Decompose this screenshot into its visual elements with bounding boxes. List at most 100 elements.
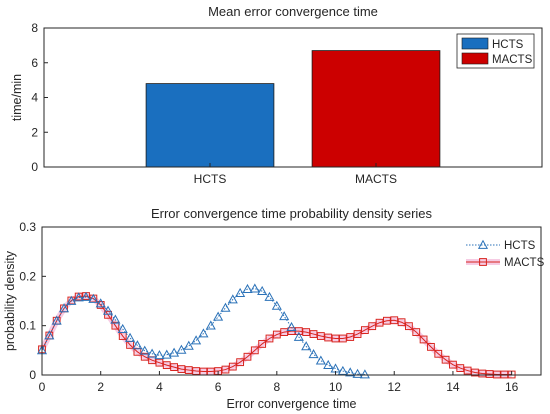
series-hcts-point bbox=[125, 332, 136, 342]
bar-y-tick-label: 8 bbox=[31, 21, 38, 35]
series-macts-point bbox=[280, 328, 289, 336]
series-hcts-point bbox=[95, 298, 106, 308]
bar-y-tick-label: 2 bbox=[31, 125, 38, 139]
series-hcts-point bbox=[213, 311, 224, 321]
series-hcts-point bbox=[73, 292, 84, 302]
line-x-tick-label: 12 bbox=[388, 380, 402, 394]
series-macts-point bbox=[309, 330, 318, 338]
line-x-tick-label: 8 bbox=[273, 380, 280, 394]
series-hcts-point bbox=[345, 367, 356, 377]
series-macts-point bbox=[390, 316, 399, 325]
line-y-tick-label: 0.2 bbox=[19, 269, 36, 283]
series-hcts-point bbox=[198, 328, 209, 338]
series-hcts-point bbox=[235, 287, 246, 297]
series-hcts-point bbox=[227, 294, 238, 304]
bar-chart-y-axis-label: time/min bbox=[10, 74, 24, 121]
series-macts-point bbox=[250, 346, 259, 355]
series-hcts-point bbox=[139, 345, 150, 355]
line-legend-label: MACTS bbox=[504, 257, 545, 269]
series-hcts-point bbox=[66, 295, 77, 305]
series-macts-point bbox=[434, 349, 443, 358]
series-hcts-point bbox=[154, 350, 165, 360]
bar-legend-swatch bbox=[461, 37, 489, 50]
line-chart-title: Error convergence time probability densi… bbox=[151, 206, 433, 221]
series-macts-point bbox=[221, 365, 230, 374]
series-hcts-point bbox=[315, 355, 326, 365]
series-hcts-point bbox=[271, 300, 282, 310]
line-x-tick-label: 14 bbox=[446, 380, 460, 394]
line-x-tick-label: 10 bbox=[329, 380, 343, 394]
line-chart-axes-frame bbox=[41, 226, 542, 376]
series-hcts-point bbox=[308, 349, 319, 359]
series-hcts-point bbox=[191, 335, 202, 345]
series-macts-point bbox=[353, 330, 362, 338]
line-x-tick-label: 4 bbox=[156, 380, 163, 394]
series-hcts-point bbox=[80, 291, 92, 301]
bar-legend-label: HCTS bbox=[492, 39, 524, 51]
line-y-tick-label: 0.3 bbox=[19, 220, 36, 234]
series-hcts-point bbox=[176, 344, 187, 354]
series-hcts-point bbox=[169, 347, 180, 357]
bar-hcts bbox=[145, 83, 275, 168]
bar-chart-marks bbox=[145, 50, 441, 168]
bar-x-tick-label: MACTS bbox=[355, 172, 397, 186]
series-macts-point bbox=[338, 334, 347, 343]
bar-y-tick-label: 0 bbox=[31, 160, 38, 174]
bar-y-tick-label: 6 bbox=[31, 56, 38, 70]
series-macts-point bbox=[449, 360, 457, 369]
series-macts-point bbox=[265, 334, 274, 343]
series-hcts-point bbox=[161, 349, 172, 359]
line-legend-marker-macts bbox=[479, 258, 487, 266]
series-macts-point bbox=[272, 330, 281, 339]
series-hcts-point bbox=[88, 293, 99, 303]
line-legend-marker-hcts bbox=[477, 239, 489, 249]
series-macts-point bbox=[405, 322, 413, 331]
series-hcts-point bbox=[117, 323, 128, 333]
series-macts-point bbox=[419, 335, 428, 344]
series-hcts-point bbox=[44, 330, 55, 340]
series-macts-point bbox=[478, 369, 487, 378]
series-macts-point bbox=[236, 358, 245, 367]
series-macts-point bbox=[485, 370, 494, 378]
series-macts-point bbox=[382, 316, 391, 325]
series-macts-point bbox=[324, 333, 333, 342]
line-y-tick-label: 0 bbox=[29, 368, 36, 382]
line-chart-x-axis-label: Error convergence time bbox=[227, 397, 357, 411]
series-hcts-point bbox=[110, 314, 121, 324]
line-legend-label: HCTS bbox=[504, 240, 536, 252]
series-hcts-point bbox=[205, 320, 216, 330]
series-macts-point bbox=[397, 318, 406, 327]
series-macts-point bbox=[192, 367, 201, 375]
series-hcts-point bbox=[301, 341, 312, 351]
series-hcts-point bbox=[132, 340, 143, 350]
series-macts-point bbox=[170, 363, 178, 372]
series-macts-point bbox=[111, 321, 120, 330]
line-chart-legend: HCTS MACTS bbox=[466, 239, 545, 269]
series-macts-point bbox=[456, 364, 465, 372]
series-macts-point bbox=[427, 342, 435, 351]
series-macts-point bbox=[258, 340, 267, 348]
series-macts-point bbox=[228, 362, 237, 371]
line-x-tick-label: 16 bbox=[505, 380, 519, 394]
series-hcts-point bbox=[264, 291, 275, 301]
line-x-tick-label: 0 bbox=[39, 380, 46, 394]
series-macts-point bbox=[471, 368, 479, 377]
series-hcts-point bbox=[183, 340, 194, 350]
series-macts-point bbox=[184, 366, 193, 374]
bar-chart-ticks: HCTS MACTS 0 2 4 6 8 bbox=[31, 21, 397, 186]
series-hcts-point bbox=[147, 348, 158, 358]
line-chart-y-axis-label: probability density bbox=[3, 250, 17, 351]
series-macts-point bbox=[463, 366, 472, 375]
bar-legend-swatch bbox=[461, 52, 489, 65]
series-macts-point bbox=[302, 328, 311, 336]
bar-macts bbox=[311, 50, 441, 168]
bar-chart-axes-frame bbox=[43, 27, 543, 168]
series-hcts-point bbox=[102, 305, 114, 315]
bar-x-tick-label: HCTS bbox=[194, 172, 227, 186]
bar-y-tick-label: 4 bbox=[31, 91, 38, 105]
series-hcts-point bbox=[323, 359, 334, 369]
series-macts-point bbox=[243, 352, 252, 361]
series-hcts-point bbox=[293, 331, 304, 341]
series-hcts-point bbox=[337, 365, 348, 375]
